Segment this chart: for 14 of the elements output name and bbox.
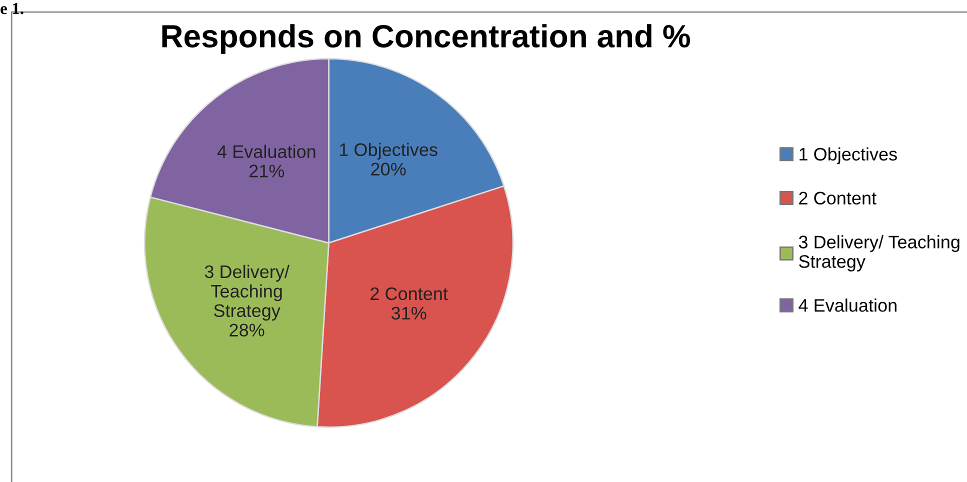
legend-label: 3 Delivery/ Teaching Strategy — [798, 235, 960, 272]
legend-label: 2 Content — [799, 192, 876, 205]
data-label: 20% — [371, 162, 406, 176]
text: e 1. — [0, 2, 24, 14]
slice-label: 2 Content — [370, 287, 448, 300]
slice-label: 4 Evaluation — [217, 144, 316, 158]
legend-label: 1 Objectives — [800, 147, 897, 164]
data-label: 31% — [391, 306, 426, 320]
chart-title: Responds on Concentration and % — [162, 24, 690, 54]
data-label: 28% — [230, 324, 264, 336]
legend-label: 4 Evaluation — [798, 298, 896, 312]
data-label: 21% — [250, 164, 284, 178]
slice-label: 1 Objectives — [340, 142, 438, 160]
slice-label: 3 Delivery/ Teaching Strategy — [204, 264, 290, 321]
